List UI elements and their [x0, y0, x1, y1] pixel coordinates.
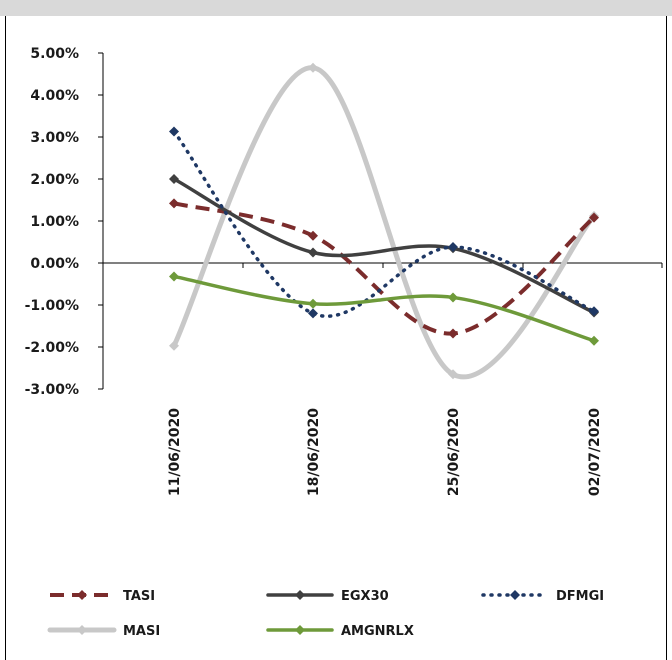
y-tick-label: 4.00% — [30, 88, 79, 104]
data-point-tasi — [448, 328, 458, 339]
legend-label: MASI — [123, 624, 160, 639]
y-tick-label: 3.00% — [30, 130, 79, 146]
data-point-amgnrlx — [169, 271, 179, 282]
legend-item-masi: MASI — [47, 624, 160, 639]
legend: TASI EGX30 DFMGI MASI AMGNRLX — [47, 589, 604, 639]
data-point-dfmgi — [308, 308, 318, 319]
legend-marker — [77, 625, 87, 635]
data-point-dfmgi — [448, 242, 458, 253]
data-point-amgnrlx — [448, 292, 458, 303]
legend-marker — [295, 590, 305, 600]
legend-label: EGX30 — [341, 589, 389, 604]
data-point-masi — [448, 369, 458, 380]
data-point-dfmgi — [169, 126, 179, 137]
y-tick-label: 1.00% — [30, 214, 79, 230]
x-tick-label: 02/07/2020 — [587, 408, 603, 496]
x-tick-label: 18/06/2020 — [306, 408, 322, 496]
series-lines — [169, 62, 599, 380]
legend-item-dfmgi: DFMGI — [481, 589, 604, 604]
series-egx30 — [169, 174, 599, 318]
data-point-tasi — [169, 198, 179, 209]
data-point-amgnrlx — [308, 298, 318, 309]
x-tick-label: 11/06/2020 — [167, 408, 183, 496]
series-dfmgi — [169, 126, 599, 319]
legend-item-amgnrlx: AMGNRLX — [266, 624, 414, 639]
legend-label: TASI — [123, 589, 155, 604]
data-point-masi — [169, 340, 179, 351]
y-tick-label: 0.00% — [30, 256, 79, 272]
x-tick-label: 25/06/2020 — [446, 408, 462, 496]
series-tasi — [169, 198, 599, 339]
legend-label: AMGNRLX — [341, 624, 414, 639]
legend-marker — [77, 590, 87, 600]
y-tick-label: 5.00% — [30, 46, 79, 62]
data-point-masi — [308, 62, 318, 73]
y-axis: 5.00% 4.00% 3.00% 2.00% 1.00% 0.00% -1.00% -2.0… — [25, 46, 104, 398]
series-line-amgnrlx — [172, 274, 596, 343]
y-tick-label: -2.00% — [25, 340, 79, 356]
data-point-dfmgi — [589, 306, 599, 317]
series-line-masi — [171, 65, 597, 380]
y-tick-label: 2.00% — [30, 172, 79, 188]
legend-label: DFMGI — [556, 589, 604, 604]
data-point-amgnrlx — [589, 335, 599, 346]
data-point-tasi — [308, 230, 318, 241]
legend-marker — [510, 590, 520, 600]
legend-item-egx30: EGX30 — [266, 589, 389, 604]
x-axis: 11/06/2020 18/06/2020 25/06/2020 02/07/2020 — [102, 262, 663, 496]
top-header-band — [0, 0, 672, 16]
data-point-egx30 — [169, 174, 179, 184]
series-masi — [169, 62, 599, 380]
data-point-egx30 — [308, 247, 318, 258]
data-point-tasi — [589, 212, 599, 223]
series-line-egx30 — [172, 177, 596, 315]
legend-item-tasi: TASI — [50, 589, 155, 604]
series-line-dfmgi — [172, 129, 596, 318]
legend-marker — [295, 625, 305, 635]
series-amgnrlx — [169, 271, 599, 346]
y-tick-label: -1.00% — [25, 298, 79, 314]
y-tick-label: -3.00% — [25, 382, 79, 398]
chart-frame — [5, 16, 667, 660]
